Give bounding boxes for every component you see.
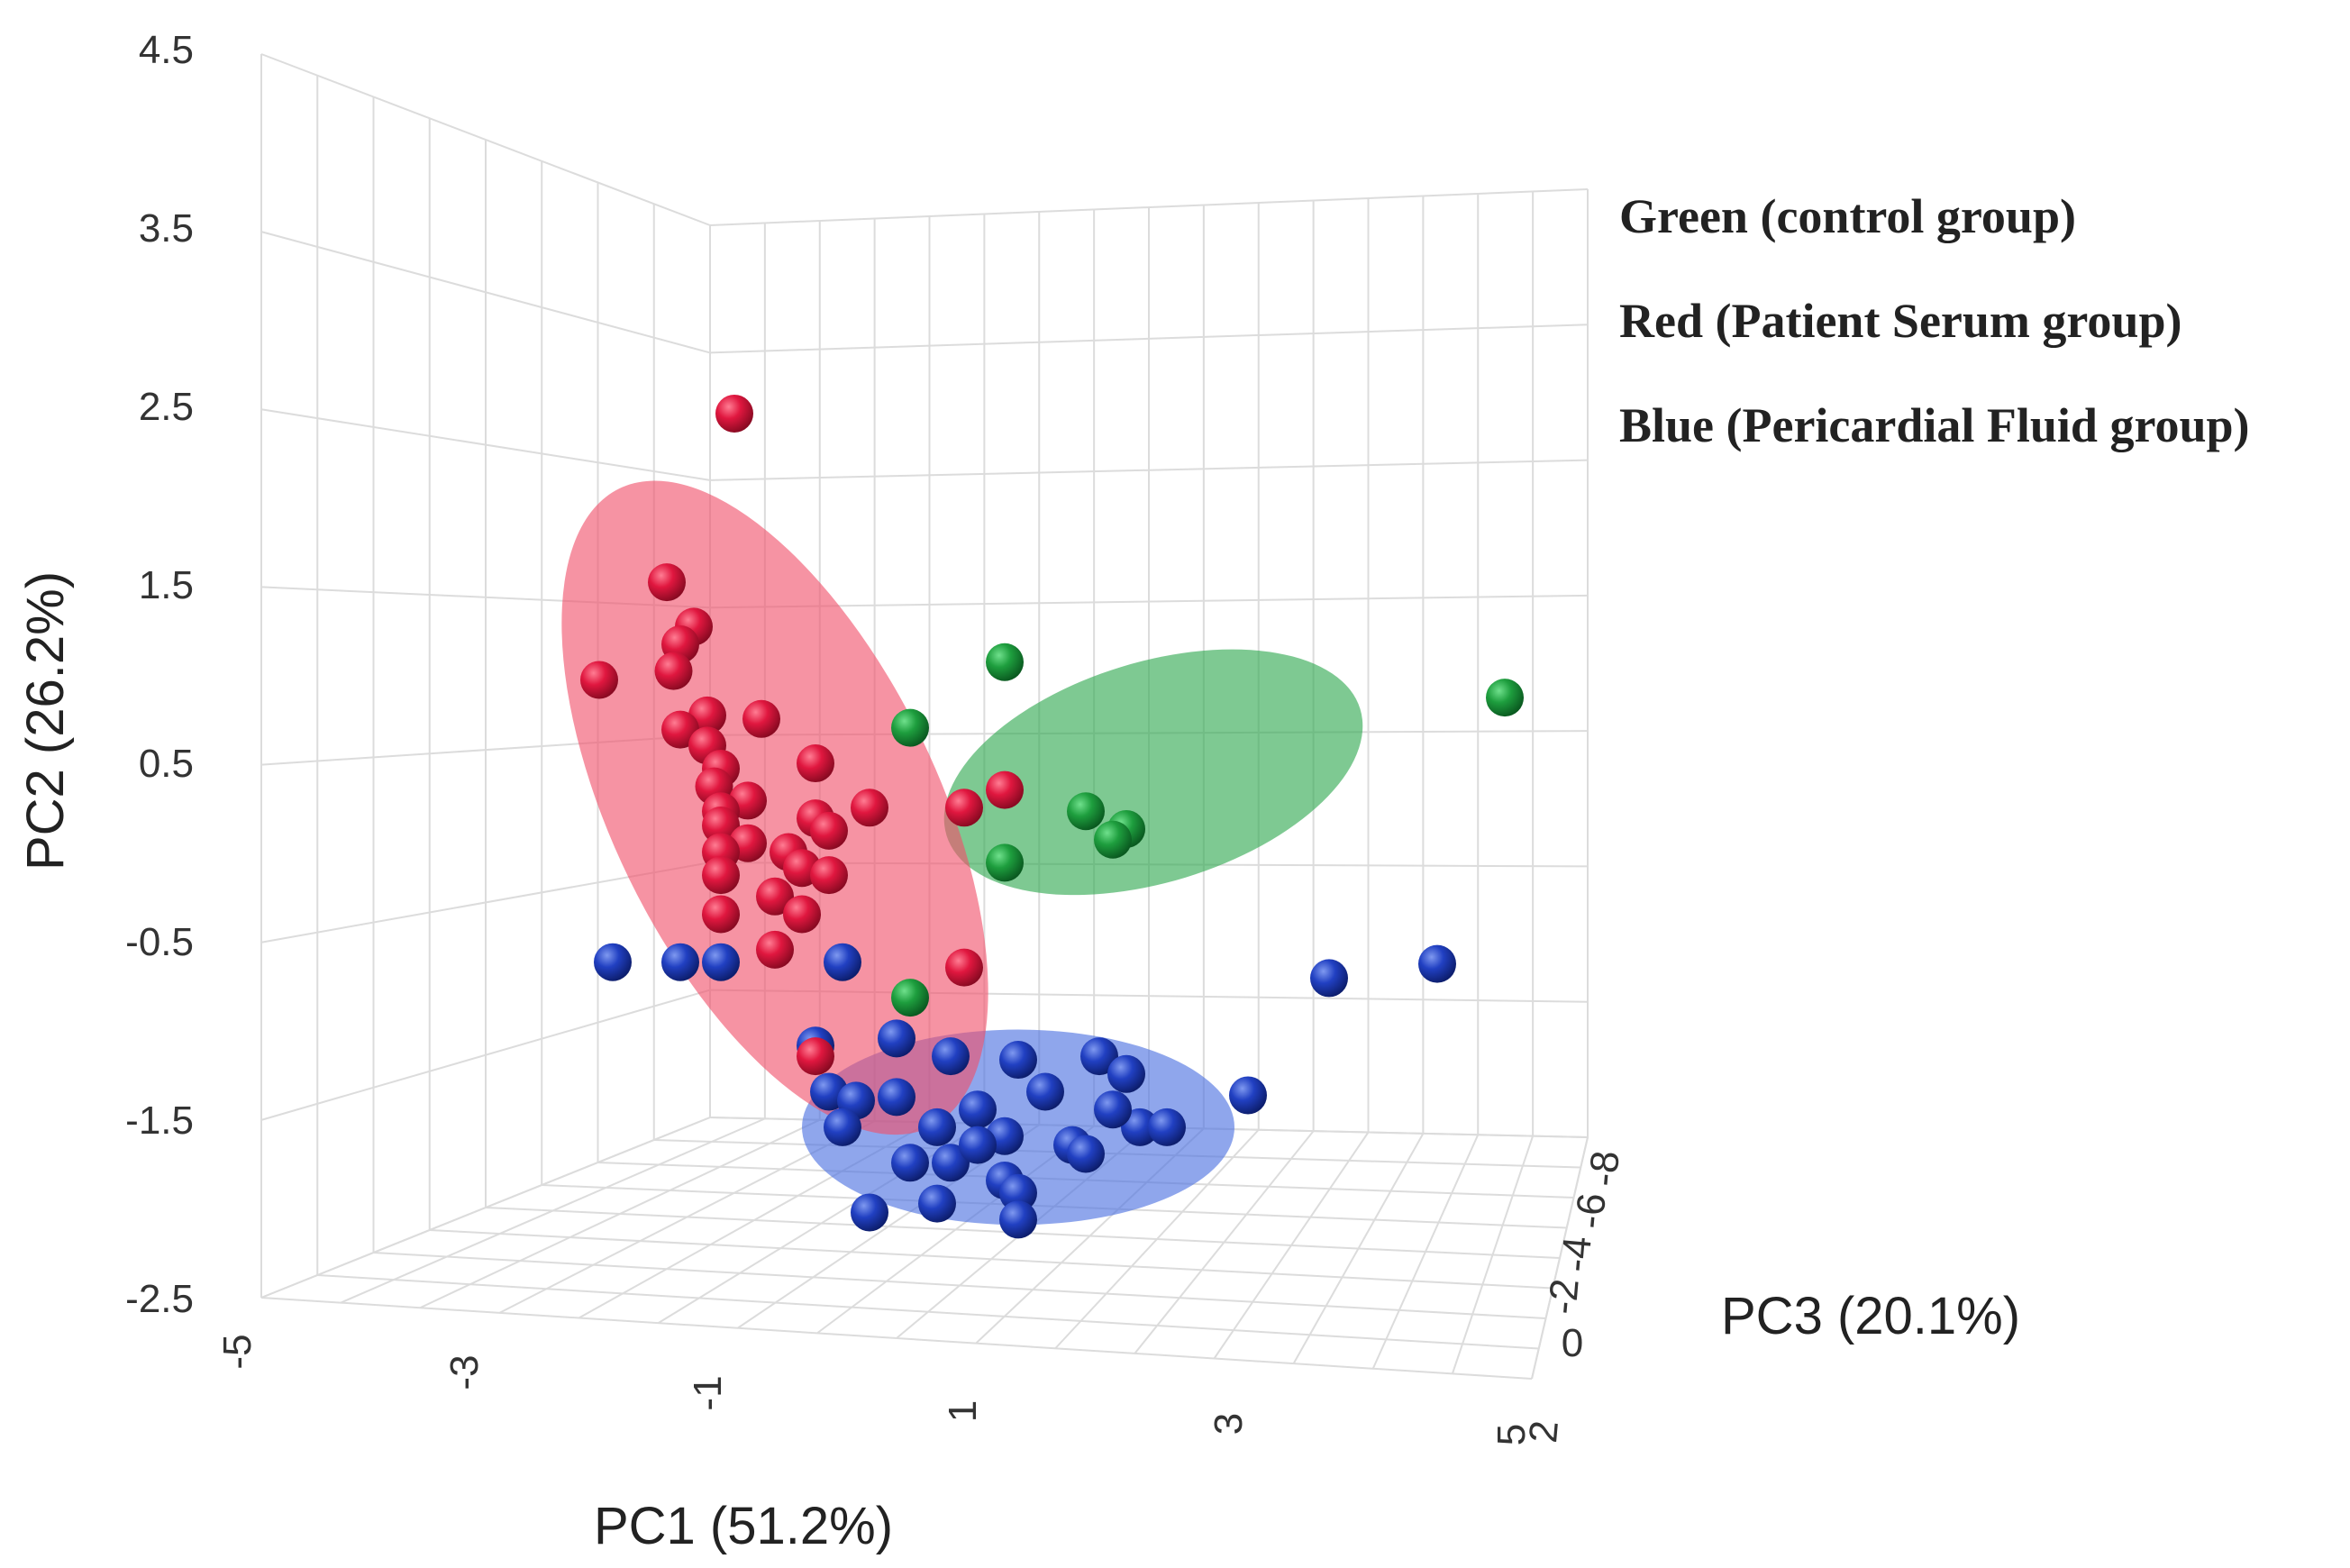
legend: Green (control group) Red (Patient Serum… [1619, 189, 2250, 452]
pericardial-point [1026, 1072, 1064, 1111]
serum-point [797, 1037, 834, 1076]
control-point [986, 843, 1024, 882]
serum-point [783, 895, 821, 934]
grid-line [429, 1229, 1553, 1290]
serum-point [715, 394, 753, 433]
pericardial-point [1229, 1076, 1267, 1115]
serum-point [797, 744, 834, 783]
data-points [580, 394, 1524, 1239]
pc2-tick: 2.5 [139, 385, 194, 429]
pericardial-point [999, 1200, 1037, 1239]
pc1-tick: -3 [442, 1354, 487, 1390]
pericardial-point [918, 1108, 956, 1146]
pericardial-point [878, 1078, 915, 1117]
pc2-axis-title: PC2 (26.2%) [16, 571, 75, 871]
serum-point [986, 770, 1024, 809]
serum-point [654, 652, 693, 690]
pc1-tick: 1 [941, 1400, 985, 1422]
control-point [891, 979, 929, 1017]
serum-point [756, 877, 794, 916]
serum-point [702, 807, 740, 844]
pericardial-point [932, 1144, 970, 1182]
pericardial-point [1107, 1054, 1145, 1093]
control-point [1486, 679, 1524, 717]
grid-line [260, 1297, 1533, 1380]
pericardial-point [891, 1144, 929, 1182]
pericardial-point [661, 943, 699, 981]
pc3-tick: -8 [1580, 1149, 1627, 1188]
pc3-tick: -6 [1567, 1191, 1614, 1230]
pericardial-point [999, 1173, 1037, 1212]
control-point [891, 708, 929, 747]
pc3-axis-title: PC3 (20.1%) [1721, 1287, 2020, 1345]
pc3-tick-labels: -8 -6 -4 -2 0 2 [1521, 1149, 1628, 1445]
serum-point [851, 789, 888, 827]
pericardial-point [999, 1041, 1037, 1080]
legend-item-control: Green (control group) [1619, 189, 2076, 243]
pericardial-point [1148, 1108, 1186, 1146]
pc2-tick: 4.5 [139, 28, 194, 72]
pericardial-point [959, 1090, 997, 1129]
serum-point [810, 811, 848, 850]
pc2-tick: 1.5 [139, 563, 194, 607]
ellipse-control [943, 649, 1363, 896]
serum-point [945, 789, 983, 827]
grid-line [317, 1274, 1539, 1350]
pericardial-point [851, 1193, 888, 1232]
pericardial-point [1094, 1090, 1132, 1129]
serum-point [756, 930, 794, 969]
serum-point [945, 948, 983, 987]
pericardial-point [594, 943, 632, 981]
pericardial-point [1418, 944, 1456, 983]
grid-line [373, 1252, 1546, 1319]
pericardial-point [824, 943, 861, 981]
pc1-axis-title: PC1 (51.2%) [594, 1497, 893, 1555]
serum-point [742, 699, 780, 738]
pericardial-point [824, 1108, 861, 1146]
pc2-tick: -1.5 [125, 1099, 194, 1143]
legend-item-serum: Red (Patient Serum group) [1619, 294, 2181, 348]
pericardial-point [932, 1037, 970, 1076]
control-point [1094, 820, 1132, 859]
pc3-axis-line [1531, 1136, 1589, 1380]
pc2-tick: -0.5 [125, 920, 194, 964]
pc1-tick: -5 [215, 1334, 260, 1369]
legend-item-pericardial: Blue (Pericardial Fluid group) [1619, 398, 2250, 452]
pc1-tick: 3 [1207, 1413, 1251, 1435]
pc3-tick: 2 [1521, 1418, 1567, 1445]
pc2-tick: 3.5 [139, 206, 194, 251]
pc1-tick: 5 [1489, 1424, 1534, 1445]
pericardial-point [1310, 959, 1348, 998]
pc1-tick-labels: -5 -3 -1 1 3 5 [215, 1334, 1534, 1445]
pc3-tick: -4 [1553, 1235, 1599, 1273]
pc2-tick-labels: 4.5 3.5 2.5 1.5 0.5 -0.5 -1.5 -2.5 [125, 28, 194, 1321]
serum-point [810, 856, 848, 895]
control-point [1067, 792, 1105, 831]
pericardial-point [1121, 1108, 1159, 1146]
serum-point [648, 563, 686, 602]
serum-point [702, 895, 740, 934]
serum-point [702, 856, 740, 895]
control-point [986, 643, 1024, 681]
pericardial-point [1067, 1135, 1105, 1173]
pc3-tick: 0 [1562, 1321, 1583, 1365]
pc2-tick: -2.5 [125, 1277, 194, 1321]
pericardial-point [702, 943, 740, 981]
pericardial-point [918, 1184, 956, 1223]
pc3-tick: -2 [1540, 1277, 1587, 1316]
pc2-tick: 0.5 [139, 742, 194, 786]
pericardial-point [959, 1126, 997, 1164]
pc1-tick: -1 [686, 1375, 730, 1410]
pericardial-point [878, 1019, 915, 1058]
pericardial-point [1080, 1037, 1118, 1076]
serum-point [580, 661, 618, 699]
